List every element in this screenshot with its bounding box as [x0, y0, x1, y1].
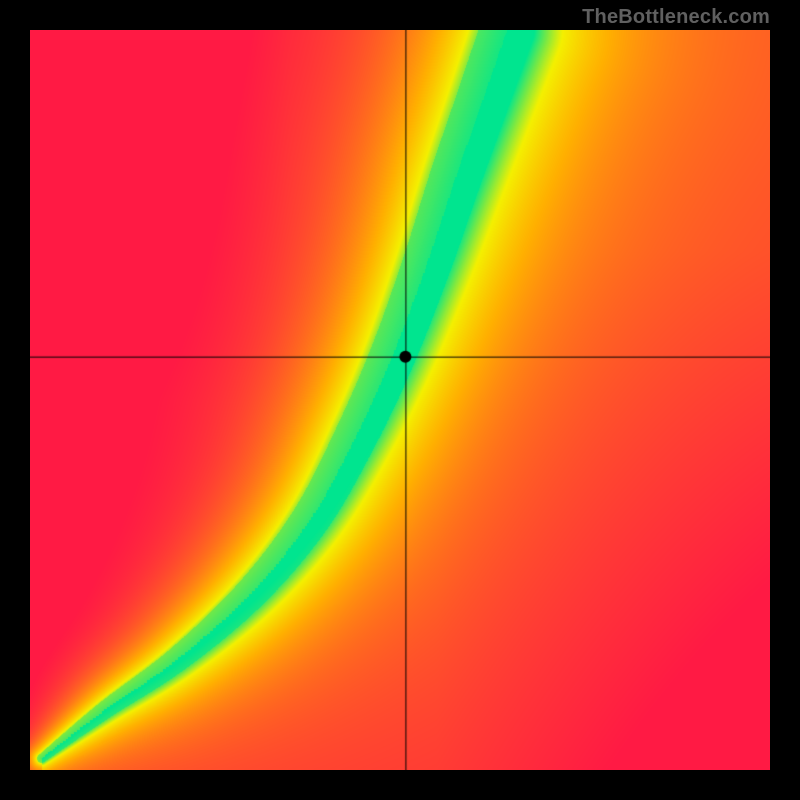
chart-container: TheBottleneck.com — [0, 0, 800, 800]
heatmap-canvas — [30, 30, 770, 770]
watermark-text: TheBottleneck.com — [582, 6, 770, 29]
